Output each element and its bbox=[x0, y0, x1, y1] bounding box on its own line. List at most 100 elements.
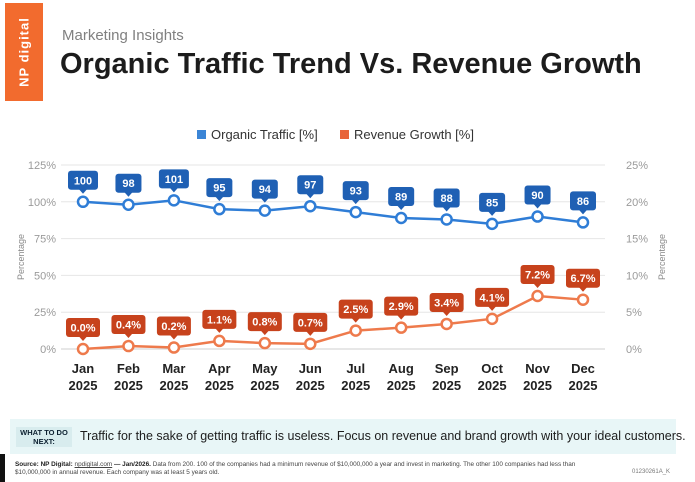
revenue-label-box bbox=[566, 268, 600, 288]
revenue-data-label: 0.8% bbox=[252, 317, 277, 329]
x-tick-year: 2025 bbox=[69, 378, 98, 393]
revenue-label-pointer bbox=[306, 331, 315, 336]
traffic-label-box bbox=[388, 186, 415, 206]
revenue-label-box bbox=[247, 312, 282, 332]
x-tick-year: 2025 bbox=[114, 378, 143, 393]
traffic-data-label: 90 bbox=[531, 190, 543, 202]
traffic-data-label: 88 bbox=[441, 193, 453, 205]
revenue-data-label: 7.2% bbox=[525, 270, 550, 282]
traffic-label-pointer bbox=[260, 198, 269, 203]
x-tick-year: 2025 bbox=[205, 378, 234, 393]
traffic-label-box bbox=[297, 175, 324, 195]
revenue-label-box bbox=[111, 315, 146, 335]
revenue-label-box bbox=[66, 318, 100, 337]
traffic-data-label: 85 bbox=[486, 197, 498, 209]
traffic-data-label: 98 bbox=[122, 178, 134, 190]
revenue-data-label: 2.9% bbox=[389, 301, 414, 313]
traffic-point bbox=[304, 199, 317, 213]
revenue-label-pointer bbox=[397, 315, 406, 320]
revenue-label-box bbox=[384, 296, 419, 316]
traffic-data-label: 89 bbox=[395, 191, 407, 203]
revenue-point bbox=[167, 341, 181, 354]
brand-logo: NP digital bbox=[5, 3, 43, 101]
x-tick-month: Jul bbox=[346, 361, 365, 376]
traffic-data-label: 94 bbox=[259, 184, 272, 196]
revenue-data-label: 0.4% bbox=[116, 320, 141, 332]
x-tick-month: Dec bbox=[571, 361, 595, 376]
x-tick-year: 2025 bbox=[569, 378, 598, 393]
revenue-label-pointer bbox=[79, 336, 87, 341]
x-tick-month: Jun bbox=[299, 361, 322, 376]
revenue-data-label: 0.2% bbox=[161, 321, 186, 333]
traffic-data-label: 95 bbox=[213, 183, 225, 195]
source-link[interactable]: npdigital.com bbox=[74, 461, 113, 468]
revenue-label-pointer bbox=[442, 311, 451, 316]
x-tick-month: Apr bbox=[208, 361, 230, 376]
revenue-point bbox=[304, 337, 317, 351]
y-right-tick-label: 15% bbox=[626, 234, 648, 246]
revenue-label-pointer bbox=[260, 330, 269, 336]
revenue-label-pointer bbox=[215, 328, 224, 333]
traffic-label-pointer bbox=[79, 189, 87, 194]
traffic-point bbox=[576, 216, 590, 229]
revenue-point bbox=[576, 293, 590, 306]
revenue-point bbox=[440, 317, 453, 331]
traffic-label-pointer bbox=[215, 196, 224, 202]
y-left-tick-label: 0% bbox=[40, 344, 56, 356]
traffic-label-pointer bbox=[169, 187, 178, 193]
traffic-label-box bbox=[524, 185, 551, 205]
traffic-point bbox=[122, 198, 135, 211]
x-tick-year: 2025 bbox=[159, 378, 188, 393]
traffic-label-box bbox=[479, 192, 506, 212]
legend-label: Organic Traffic [%] bbox=[211, 127, 318, 142]
traffic-label-pointer bbox=[533, 204, 542, 209]
x-tick-year: 2025 bbox=[523, 378, 552, 393]
traffic-point bbox=[485, 217, 499, 231]
legend-swatch bbox=[197, 130, 206, 139]
traffic-label-box bbox=[158, 169, 189, 189]
revenue-point bbox=[76, 342, 90, 356]
traffic-label-pointer bbox=[351, 199, 360, 205]
x-tick-month: Aug bbox=[389, 361, 414, 376]
traffic-label-pointer bbox=[488, 211, 497, 216]
x-tick-month: Mar bbox=[162, 361, 185, 376]
y-right-tick-label: 0% bbox=[626, 344, 642, 356]
revenue-point bbox=[349, 324, 362, 337]
x-tick-month: Jan bbox=[72, 361, 94, 376]
traffic-point bbox=[531, 210, 544, 223]
revenue-data-label: 0.7% bbox=[298, 317, 323, 329]
traffic-point bbox=[76, 195, 90, 209]
x-tick-year: 2025 bbox=[250, 378, 279, 393]
page-title: Organic Traffic Trend Vs. Revenue Growth bbox=[60, 48, 642, 80]
y-left-tick-label: 25% bbox=[34, 307, 56, 319]
traffic-label-pointer bbox=[442, 206, 451, 212]
revenue-point bbox=[213, 334, 226, 348]
revenue-label-pointer bbox=[124, 333, 133, 339]
traffic-label-pointer bbox=[306, 193, 315, 199]
source-label: Source: NP Digital: bbox=[15, 461, 73, 468]
traffic-data-label: 100 bbox=[74, 175, 92, 187]
x-tick-month: Nov bbox=[525, 361, 550, 376]
traffic-point bbox=[258, 204, 272, 217]
x-tick-year: 2025 bbox=[296, 378, 325, 393]
revenue-label-box bbox=[520, 265, 555, 285]
revenue-data-label: 0.0% bbox=[70, 323, 95, 335]
traffic-point bbox=[213, 202, 226, 216]
traffic-label-box bbox=[433, 188, 460, 208]
x-tick-year: 2025 bbox=[387, 378, 416, 393]
legend-label: Revenue Growth [%] bbox=[354, 127, 474, 142]
revenue-data-label: 1.1% bbox=[207, 314, 232, 326]
x-tick-year: 2025 bbox=[478, 378, 507, 393]
source-date: — Jan/2026. bbox=[113, 461, 151, 468]
revenue-label-box bbox=[475, 287, 510, 307]
revenue-label-pointer bbox=[351, 318, 360, 323]
what-to-do-next-box: WHAT TO DO NEXT: Traffic for the sake of… bbox=[10, 419, 686, 454]
x-tick-month: May bbox=[252, 361, 278, 376]
revenue-point bbox=[531, 289, 544, 303]
revenue-data-label: 4.1% bbox=[480, 292, 505, 304]
revenue-label-box bbox=[338, 299, 373, 319]
revenue-point bbox=[258, 336, 272, 350]
revenue-point bbox=[485, 312, 499, 326]
window-edge bbox=[0, 454, 5, 482]
